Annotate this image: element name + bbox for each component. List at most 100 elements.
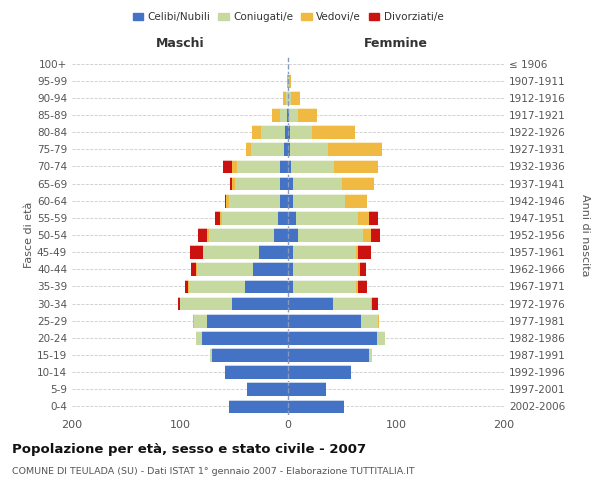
Bar (226, 194, 288, 207)
Bar (288, 142, 328, 156)
Bar (259, 246, 288, 259)
Bar (288, 296, 377, 310)
Bar (288, 176, 374, 190)
Bar (288, 142, 382, 156)
Bar (196, 331, 288, 344)
Bar (288, 194, 293, 207)
Bar (230, 176, 288, 190)
Bar (288, 211, 358, 224)
Bar (280, 108, 288, 122)
Bar (194, 314, 288, 328)
Bar (288, 348, 372, 362)
Bar (196, 262, 288, 276)
Bar (253, 262, 288, 276)
Bar (191, 262, 288, 276)
Bar (288, 382, 326, 396)
Bar (288, 262, 361, 276)
Y-axis label: Fasce di età: Fasce di età (24, 202, 34, 268)
Bar (226, 366, 288, 379)
Text: Maschi: Maschi (155, 37, 205, 50)
Bar (232, 176, 288, 190)
Bar (280, 194, 288, 207)
Bar (288, 400, 344, 413)
Bar (226, 366, 288, 379)
Bar (287, 74, 288, 88)
Bar (178, 296, 288, 310)
Bar (285, 126, 288, 139)
Bar (209, 228, 288, 242)
Bar (283, 91, 288, 104)
Bar (288, 228, 362, 242)
Bar (253, 126, 288, 139)
Bar (288, 331, 377, 344)
Bar (288, 366, 350, 379)
Bar (235, 176, 288, 190)
Bar (247, 382, 288, 396)
Legend: Celibi/Nubili, Coniugati/e, Vedovi/e, Divorziati/e: Celibi/Nubili, Coniugati/e, Vedovi/e, Di… (128, 8, 448, 26)
Bar (288, 331, 385, 344)
Bar (288, 228, 371, 242)
Bar (245, 280, 288, 293)
Bar (229, 400, 288, 413)
Bar (288, 314, 379, 328)
Bar (207, 314, 288, 328)
Bar (288, 246, 358, 259)
Bar (272, 108, 288, 122)
Bar (210, 348, 288, 362)
Bar (232, 160, 288, 173)
Bar (288, 382, 326, 396)
Bar (288, 280, 358, 293)
Bar (278, 211, 288, 224)
Bar (210, 348, 288, 362)
Bar (280, 160, 288, 173)
Bar (286, 91, 288, 104)
Bar (288, 108, 317, 122)
Bar (288, 126, 355, 139)
Bar (288, 262, 358, 276)
Bar (283, 91, 288, 104)
Bar (197, 262, 288, 276)
Bar (288, 108, 298, 122)
Bar (288, 126, 355, 139)
Bar (202, 331, 288, 344)
Bar (288, 194, 367, 207)
Bar (288, 108, 317, 122)
Bar (288, 142, 382, 156)
Bar (288, 280, 367, 293)
Bar (288, 296, 371, 310)
Bar (280, 176, 288, 190)
Bar (288, 211, 296, 224)
Bar (203, 246, 288, 259)
Bar (247, 382, 288, 396)
Bar (288, 142, 290, 156)
Text: Popolazione per età, sesso e stato civile - 2007: Popolazione per età, sesso e stato civil… (12, 442, 366, 456)
Bar (180, 296, 288, 310)
Bar (288, 280, 293, 293)
Bar (288, 262, 366, 276)
Bar (288, 331, 385, 344)
Y-axis label: Anni di nascita: Anni di nascita (580, 194, 590, 276)
Text: Femmine: Femmine (364, 37, 428, 50)
Bar (288, 400, 344, 413)
Bar (288, 91, 300, 104)
Bar (288, 348, 369, 362)
Bar (288, 176, 342, 190)
Bar (288, 160, 334, 173)
Bar (288, 211, 369, 224)
Bar (246, 142, 288, 156)
Bar (274, 228, 288, 242)
Bar (251, 142, 288, 156)
Bar (229, 194, 288, 207)
Bar (288, 296, 372, 310)
Bar (288, 331, 385, 344)
Bar (288, 296, 334, 310)
Bar (188, 280, 288, 293)
Bar (288, 314, 361, 328)
Bar (288, 194, 367, 207)
Bar (193, 314, 288, 328)
Bar (288, 400, 344, 413)
Bar (288, 74, 289, 88)
Bar (288, 91, 300, 104)
Bar (215, 211, 288, 224)
Bar (188, 280, 288, 293)
